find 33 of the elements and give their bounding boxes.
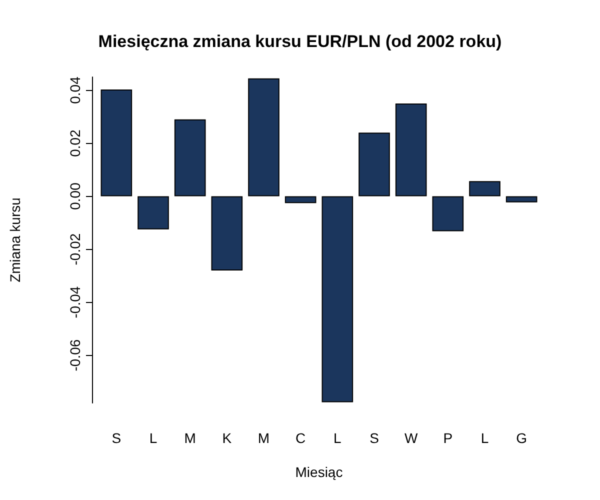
x-tick-label: K	[222, 430, 232, 446]
bar	[358, 132, 390, 196]
x-tick-label: M	[184, 430, 196, 446]
x-tick-label: S	[370, 430, 379, 446]
x-axis-title: Miesiąc	[295, 464, 343, 480]
x-tick-label: M	[258, 430, 270, 446]
y-tick-label: 0.04	[67, 76, 83, 104]
bar	[284, 196, 316, 204]
bar	[174, 119, 206, 196]
y-tick-label: -0.04	[67, 286, 83, 318]
y-tick-label: 0.02	[67, 129, 83, 157]
bar	[469, 181, 500, 196]
bar	[432, 196, 464, 232]
bar	[506, 196, 538, 202]
x-tick-label: W	[404, 430, 418, 446]
y-tick-label: 0.00	[67, 182, 83, 210]
bar	[100, 89, 132, 196]
bar	[248, 78, 280, 196]
bar	[322, 196, 354, 402]
bar	[138, 196, 169, 230]
x-tick-label: P	[443, 430, 453, 446]
x-tick-label: L	[149, 430, 158, 446]
bar	[395, 104, 427, 196]
x-tick-label: S	[112, 430, 122, 446]
x-tick-label: L	[480, 430, 489, 446]
y-tick-label: -0.02	[67, 233, 83, 266]
bar	[211, 196, 243, 270]
x-tick-label: L	[334, 430, 342, 446]
x-tick-label: C	[296, 430, 306, 446]
chart-title: Miesięczna zmiana kursu EUR/PLN (od 2002 roku)	[98, 32, 502, 51]
y-axis-title: Zmiana kursu	[7, 198, 23, 282]
x-tick-label: G	[516, 430, 528, 446]
y-tick-label: -0.06	[67, 339, 83, 372]
